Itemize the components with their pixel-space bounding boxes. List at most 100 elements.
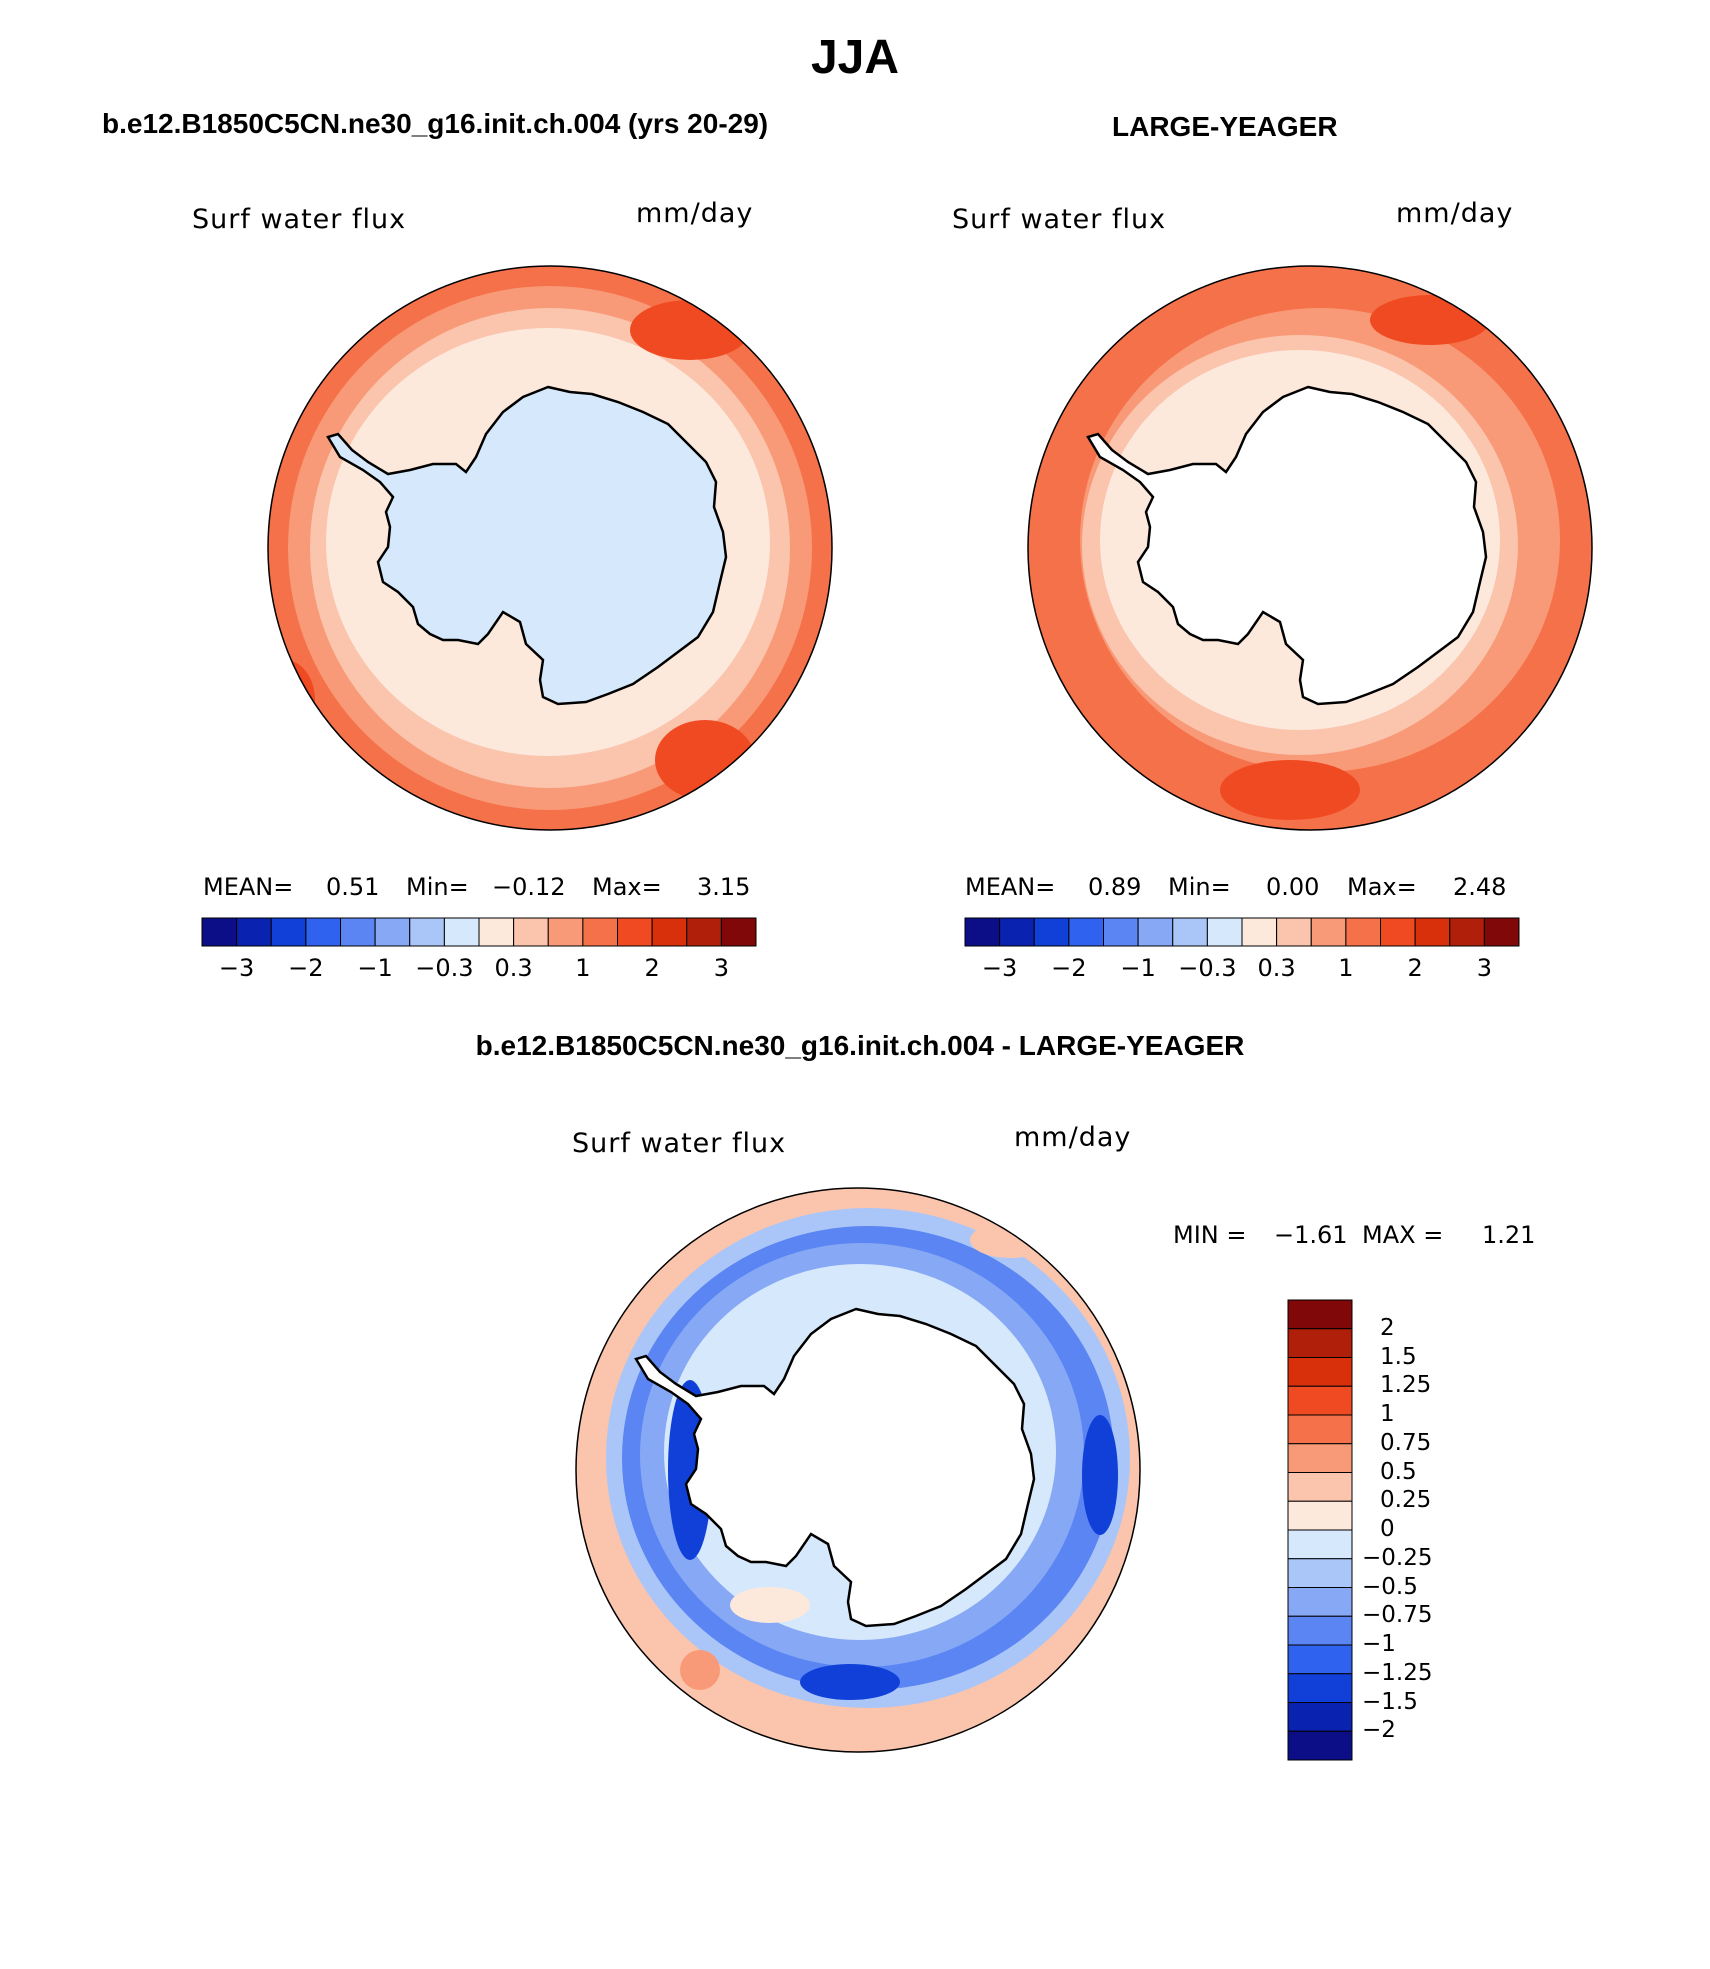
difference-colorbar-tick-label: 0 <box>1380 1516 1395 1542</box>
right-colorbar-swatch <box>1206 917 1243 947</box>
right-colorbar-swatch <box>1345 917 1381 947</box>
right-min-label: Min= <box>1168 873 1231 901</box>
right-case-title: LARGE-YEAGER <box>1112 111 1338 142</box>
right-colorbar-swatch <box>1103 917 1139 947</box>
difference-colorbar-tick-label: −1.25 <box>1362 1659 1433 1686</box>
left-colorbar-swatch <box>686 917 722 947</box>
diff-max-label: MAX = <box>1362 1221 1444 1249</box>
left-colorbar-tick-label: −1 <box>357 954 393 982</box>
right-max-label: Max= <box>1347 873 1417 901</box>
right-colorbar-tick-label: −3 <box>981 954 1018 982</box>
right-colorbar-tick-label: 3 <box>1476 954 1493 982</box>
difference-colorbar-tick-label: 1 <box>1380 1401 1395 1427</box>
left-colorbar-tick-label: 0.3 <box>494 954 533 982</box>
difference-colorbar-tick-label: −2 <box>1362 1717 1396 1744</box>
right-colorbar <box>964 917 1520 947</box>
difference-colorbar-tick-label: −1 <box>1362 1631 1396 1657</box>
left-colorbar-swatch <box>270 917 307 947</box>
main-title: JJA <box>810 31 900 84</box>
difference-colorbar-tick-label: −0.5 <box>1362 1573 1418 1600</box>
right-colorbar-swatch <box>964 917 1001 947</box>
right-colorbar-swatch <box>1483 917 1520 947</box>
right-colorbar-swatch <box>999 917 1035 947</box>
left-max-label: Max= <box>592 873 662 901</box>
difference-colorbar-swatch <box>1287 1443 1353 1473</box>
left-colorbar-swatch <box>374 917 411 947</box>
left-colorbar-swatch <box>582 917 618 947</box>
left-colorbar-swatch <box>617 917 653 947</box>
left-colorbar-swatch <box>409 917 445 947</box>
difference-colorbar-tick-label: −0.75 <box>1362 1602 1433 1629</box>
difference-colorbar-swatch <box>1287 1644 1353 1675</box>
difference-colorbar-tick-label: 0.25 <box>1380 1487 1432 1514</box>
right-colorbar-tick-label: 2 <box>1407 954 1423 982</box>
left-variable-label: Surf water flux <box>192 204 407 235</box>
difference-map <box>576 1188 1140 1752</box>
right-map <box>1028 266 1592 830</box>
left-colorbar-swatch <box>443 917 480 947</box>
difference-colorbar-swatch <box>1287 1414 1353 1445</box>
diff-units-label: mm/day <box>1014 1122 1132 1153</box>
difference-colorbar <box>1287 1299 1353 1761</box>
left-case-title: b.e12.B1850C5CN.ne30_g16.init.ch.004 (yr… <box>102 108 769 139</box>
difference-title: b.e12.B1850C5CN.ne30_g16.init.ch.004 - L… <box>475 1030 1245 1061</box>
left-colorbar-tick-label: 1 <box>575 954 591 982</box>
left-colorbar <box>201 917 757 947</box>
left-colorbar-tick-label: 2 <box>644 954 660 982</box>
right-colorbar-tick-label: 1 <box>1338 954 1354 982</box>
left-min-label: Min= <box>406 873 469 901</box>
left-colorbar-swatch <box>478 917 515 947</box>
left-colorbar-tick-label: −2 <box>288 954 324 982</box>
right-colorbar-tick-label: 0.3 <box>1257 954 1296 982</box>
right-colorbar-tick-label: −1 <box>1120 954 1156 982</box>
left-mean-value: 0.51 <box>326 873 380 901</box>
left-colorbar-swatch <box>720 917 757 947</box>
difference-colorbar-tick-label: 1.25 <box>1380 1372 1432 1399</box>
left-colorbar-swatch <box>236 917 272 947</box>
difference-colorbar-swatch <box>1287 1702 1353 1732</box>
difference-colorbar-tick-label: −0.25 <box>1362 1544 1433 1571</box>
difference-colorbar-swatch <box>1287 1730 1353 1761</box>
right-mean-label: MEAN= <box>965 873 1056 901</box>
right-min-value: 0.00 <box>1266 873 1320 901</box>
difference-colorbar-swatch <box>1287 1328 1353 1358</box>
left-units-label: mm/day <box>636 198 754 229</box>
difference-colorbar-swatch <box>1287 1673 1353 1703</box>
difference-colorbar-swatch <box>1287 1529 1353 1560</box>
right-colorbar-swatch <box>1033 917 1070 947</box>
left-max-value: 3.15 <box>697 873 751 901</box>
right-map-border <box>1027 265 1593 831</box>
right-colorbar-swatch <box>1137 917 1174 947</box>
right-colorbar-swatch <box>1241 917 1278 947</box>
left-colorbar-tick-label: −0.3 <box>415 954 474 982</box>
difference-colorbar-swatch <box>1287 1587 1353 1617</box>
diff-min-value: −1.61 <box>1274 1221 1348 1249</box>
left-mean-label: MEAN= <box>203 873 294 901</box>
difference-colorbar-tick-label: −1.5 <box>1362 1688 1418 1715</box>
difference-map-border <box>575 1187 1141 1753</box>
left-colorbar-tick-label: 3 <box>713 954 730 982</box>
right-colorbar-swatch <box>1414 917 1451 947</box>
right-colorbar-swatch <box>1310 917 1347 947</box>
right-colorbar-swatch <box>1276 917 1312 947</box>
difference-colorbar-tick-label: 0.5 <box>1380 1458 1417 1485</box>
left-map-border <box>267 265 833 831</box>
left-colorbar-tick-label: −3 <box>218 954 255 982</box>
right-colorbar-swatch <box>1068 917 1104 947</box>
left-colorbar-swatch <box>340 917 376 947</box>
difference-colorbar-swatch <box>1287 1472 1353 1502</box>
left-colorbar-swatch <box>305 917 341 947</box>
right-colorbar-swatch <box>1380 917 1416 947</box>
difference-colorbar-tick-label: 1.5 <box>1380 1343 1417 1370</box>
difference-colorbar-swatch <box>1287 1357 1353 1387</box>
difference-colorbar-tick-label: 2 <box>1380 1314 1395 1341</box>
difference-colorbar-swatch <box>1287 1385 1353 1416</box>
right-variable-label: Surf water flux <box>952 204 1167 235</box>
difference-colorbar-swatch <box>1287 1500 1353 1531</box>
left-colorbar-swatch <box>651 917 688 947</box>
difference-colorbar-swatch <box>1287 1299 1353 1330</box>
right-colorbar-tick-label: −2 <box>1051 954 1087 982</box>
right-max-value: 2.48 <box>1453 873 1507 901</box>
left-colorbar-swatch <box>513 917 549 947</box>
right-units-label: mm/day <box>1396 198 1514 229</box>
